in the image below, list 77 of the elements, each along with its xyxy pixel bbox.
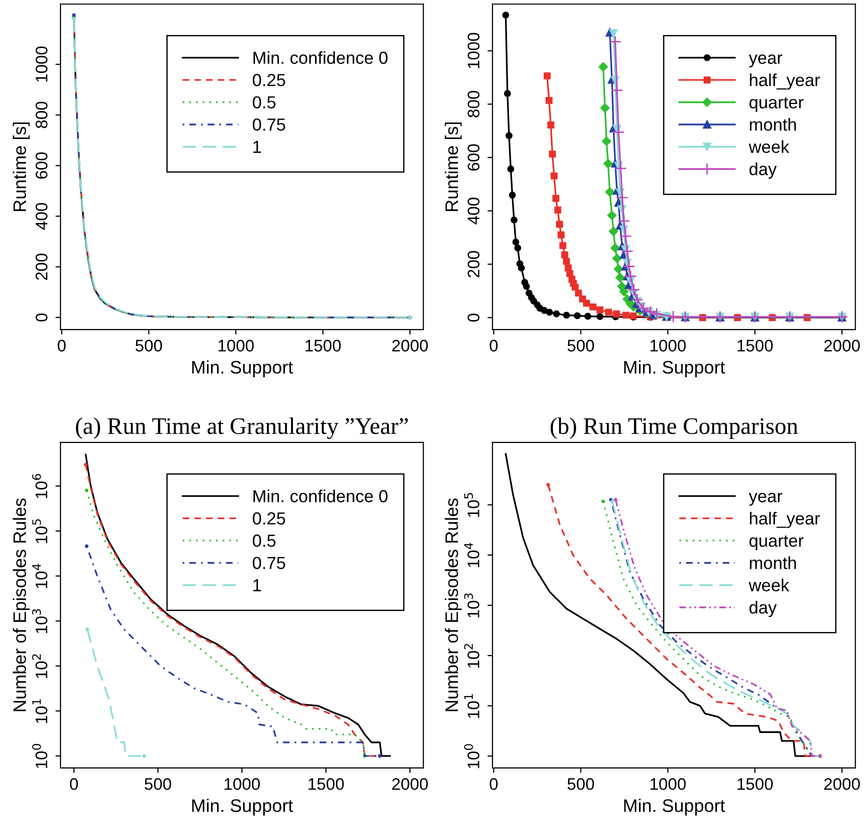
legend-label: week [748, 578, 790, 592]
text: (b) Run Time Comparison [550, 417, 798, 439]
x-tick-label: 0 [70, 778, 78, 790]
legend-label: 0.25 [252, 512, 286, 525]
legend-label: half_year [750, 512, 820, 528]
legend-label: 0.5 [252, 534, 276, 547]
y-tick-label: 200 [468, 250, 480, 278]
x-tick-label: 1500 [738, 340, 773, 352]
y-tick-label: 10$^{5}$ [464, 493, 480, 517]
y-tick-label: 10$^{0}$ [32, 744, 48, 768]
y-tick-label: 1000 [36, 46, 48, 82]
x-tick-label: 2000 [392, 340, 428, 352]
legend-label: quarter [749, 97, 804, 112]
x-axis-title: Min. Support [624, 798, 725, 816]
x-axis-title: Min. Support [192, 798, 293, 816]
y-tick-label: 600 [468, 144, 480, 171]
y-tick-label: 10$^{2}$ [464, 644, 480, 668]
y-tick-label: 600 [36, 152, 48, 179]
y-tick-label: 10$^{1}$ [32, 699, 48, 724]
y-tick-label: 10$^{3}$ [464, 593, 480, 618]
y-axis-title: Number of Episodes Rules [444, 498, 462, 712]
y-tick-label: 1000 [468, 32, 480, 68]
y-tick-label: 10$^{0}$ [464, 744, 480, 768]
x-tick-label: 0 [490, 340, 498, 352]
x-tick-label: 1000 [650, 778, 686, 790]
y-tick-label: 800 [468, 90, 480, 118]
legend-label: year [748, 492, 782, 506]
text: (a) Run Time at Granularity ”Year” [76, 417, 408, 439]
y-axis-title: Runtime [s] [444, 122, 462, 212]
x-axis-title: Min. Support [624, 360, 725, 378]
y-tick-label: 200 [36, 254, 48, 280]
y-tick-label: 10$^{5}$ [32, 519, 48, 544]
y-tick-label: 10$^{1}$ [464, 694, 480, 718]
legend-label: day [749, 600, 777, 618]
legend-label: month [750, 556, 796, 570]
y-axis-title: Runtime [s] [12, 122, 30, 212]
legend-label: 1 [253, 140, 261, 153]
x-tick-label: 1500 [306, 340, 341, 352]
x-tick-label: 500 [568, 340, 594, 352]
x-tick-label: 2000 [824, 340, 860, 352]
legend-label: Min. confidence 0 [254, 490, 388, 502]
y-tick-label: 400 [36, 202, 48, 230]
legend-label: 0.75 [252, 556, 286, 570]
legend-label: 0.75 [252, 118, 286, 131]
y-tick-label: 10$^{4}$ [32, 564, 48, 588]
x-axis-title: Min. Support [192, 360, 293, 378]
x-tick-label: 2000 [824, 778, 860, 790]
legend-label: day [749, 162, 777, 179]
x-tick-label: 500 [568, 778, 594, 790]
y-tick-label: 0 [468, 314, 480, 322]
legend-label: Min. confidence 0 [254, 51, 388, 64]
y-tick-label: 10$^{3}$ [32, 609, 48, 634]
x-tick-label: 1000 [224, 778, 260, 790]
y-tick-label: 10$^{6}$ [32, 474, 48, 498]
legend-label: week [748, 140, 790, 153]
x-tick-label: 2000 [392, 778, 428, 790]
x-tick-label: 1500 [308, 778, 344, 790]
legend-label: 0.25 [252, 74, 286, 86]
x-tick-label: 500 [144, 778, 172, 790]
legend-label: year [748, 54, 782, 68]
legend-label: month [750, 118, 796, 131]
y-tick-label: 0 [36, 313, 48, 322]
y-axis-title: Number of Episodes Rules [12, 498, 30, 712]
x-tick-label: 1000 [650, 340, 686, 352]
x-tick-label: 1500 [738, 778, 773, 790]
x-tick-label: 0 [490, 778, 498, 790]
legend-label: quarter [749, 535, 804, 550]
y-tick-label: 10$^{2}$ [32, 654, 48, 678]
y-tick-label: 800 [36, 102, 48, 128]
x-tick-label: 1000 [218, 340, 254, 352]
y-tick-label: 10$^{4}$ [464, 542, 480, 568]
legend-label: half_year [750, 73, 820, 90]
legend-label: 1 [253, 579, 261, 592]
legend-label: 0.5 [252, 96, 276, 108]
x-tick-label: 500 [136, 340, 162, 352]
y-tick-label: 400 [468, 198, 480, 224]
x-tick-label: 0 [58, 340, 66, 352]
